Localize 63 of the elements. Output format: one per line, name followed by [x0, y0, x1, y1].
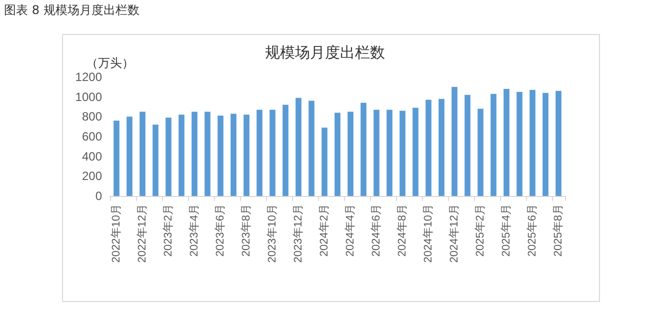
x-tick-label: 2023年8月 [240, 204, 252, 257]
y-axis-title: （万头） [86, 56, 134, 70]
bar [348, 112, 354, 196]
x-tick-label: 2023年4月 [188, 204, 200, 257]
x-tick-label: 2024年8月 [396, 204, 408, 257]
bar [230, 114, 236, 196]
bar [204, 112, 210, 196]
bar [438, 98, 444, 196]
x-tick-label: 2023年2月 [162, 204, 174, 257]
bar [256, 110, 262, 196]
x-tick-label: 2025年2月 [474, 204, 486, 257]
text: 图表 8 规模场月度出栏数 [4, 2, 140, 19]
bar [178, 114, 184, 196]
x-tick-label: 2025年8月 [552, 204, 564, 257]
bar [412, 108, 418, 196]
bar [386, 110, 392, 196]
bar [166, 118, 172, 196]
bar [490, 94, 496, 196]
bar [308, 100, 314, 196]
bar [542, 92, 548, 196]
y-tick-label: 200 [82, 169, 102, 184]
bar [114, 120, 120, 196]
bar [140, 112, 146, 196]
bar [504, 88, 510, 196]
bar [296, 98, 302, 196]
bar [152, 124, 158, 196]
x-tick-label: 2025年4月 [500, 204, 512, 257]
x-tick-label: 2024年12月 [448, 204, 460, 263]
bar [452, 86, 458, 196]
x-tick-label: 2023年12月 [292, 204, 304, 263]
y-tick-label: 0 [95, 189, 102, 203]
bar [530, 90, 536, 196]
bar [478, 108, 484, 196]
chart-title: 规模场月度出栏数 [265, 44, 385, 62]
bar [400, 110, 406, 196]
x-tick-label: 2024年10月 [422, 204, 434, 263]
bar [244, 114, 250, 196]
x-tick-label: 2023年6月 [214, 204, 226, 257]
y-tick-label: 800 [82, 110, 102, 124]
bar [334, 112, 340, 196]
bar [374, 110, 380, 196]
bar [516, 92, 522, 196]
bar [192, 112, 198, 196]
y-tick-label: 1000 [75, 90, 102, 104]
y-tick-label: 400 [82, 149, 102, 164]
bar [464, 94, 470, 196]
bar [126, 116, 132, 196]
bar [426, 100, 432, 196]
y-tick-label: 1200 [75, 70, 102, 84]
bar [322, 128, 328, 196]
x-tick-label: 2025年6月 [526, 204, 538, 257]
bar [270, 110, 276, 196]
bar [360, 102, 366, 196]
y-tick-label: 600 [82, 130, 102, 144]
x-tick-label: 2024年4月 [344, 204, 356, 257]
x-tick-label: 2024年2月 [318, 204, 330, 257]
bar [218, 116, 224, 196]
bar [556, 90, 562, 196]
x-tick-label: 2022年10月 [110, 204, 122, 263]
x-tick-label: 2022年12月 [136, 204, 148, 263]
x-tick-label: 2023年10月 [266, 204, 278, 263]
x-tick-label: 2024年6月 [370, 204, 382, 257]
bar [282, 104, 288, 196]
